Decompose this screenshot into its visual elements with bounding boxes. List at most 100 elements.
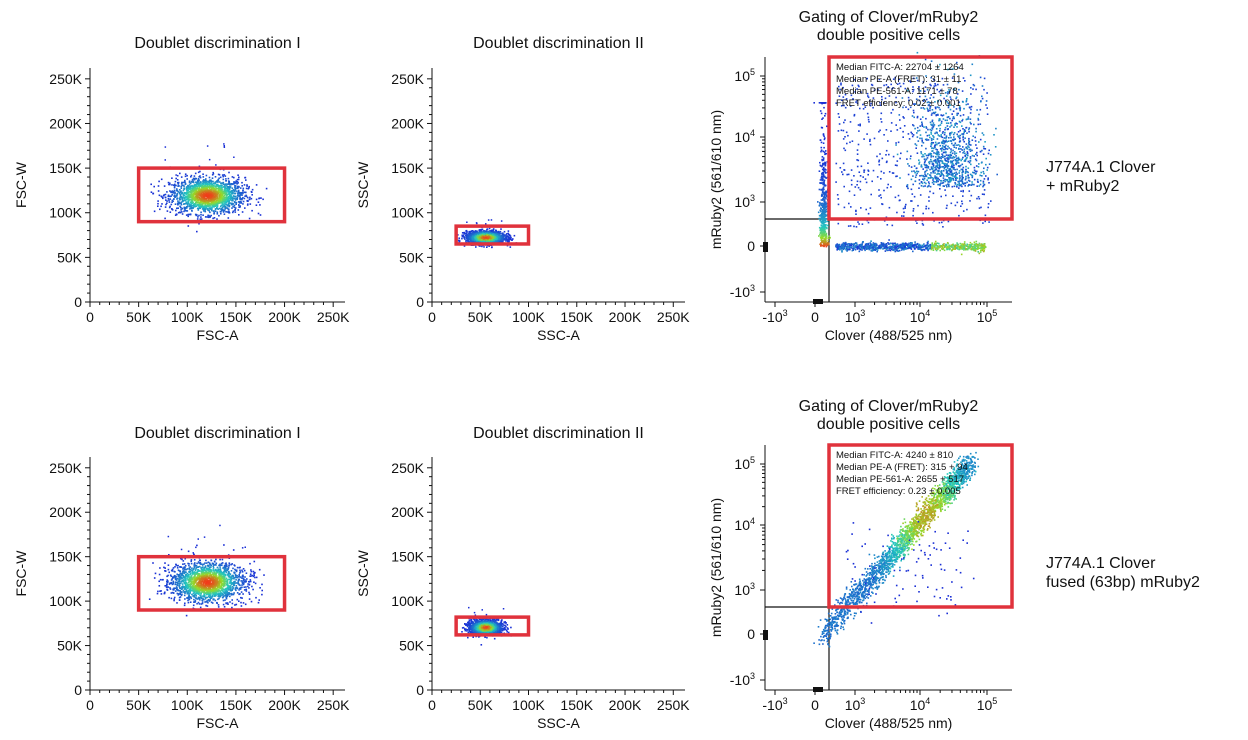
event-point [483, 239, 486, 242]
event-point [228, 190, 230, 193]
event-point [490, 230, 493, 232]
event-point [188, 189, 190, 191]
event-point [924, 246, 927, 248]
event-point [819, 164, 822, 167]
event-point [174, 203, 177, 205]
event-point [224, 196, 227, 199]
event-point [496, 237, 499, 240]
event-point [153, 185, 155, 188]
event-point [196, 214, 198, 216]
event-point [957, 245, 960, 248]
event-point [169, 183, 171, 186]
event-point [207, 190, 210, 193]
event-point [163, 185, 166, 187]
event-point [823, 217, 826, 219]
event-point [879, 246, 881, 249]
event-point [233, 190, 236, 193]
event-point [889, 249, 892, 252]
event-point [475, 238, 478, 241]
event-point [223, 193, 226, 195]
event-point [216, 204, 219, 206]
event-point [980, 243, 982, 245]
event-point [244, 207, 246, 209]
event-point [164, 193, 167, 196]
event-point [220, 211, 222, 213]
event-point [181, 199, 184, 201]
event-point [857, 247, 860, 250]
event-point [170, 191, 172, 193]
event-point [213, 212, 215, 214]
event-point [188, 181, 191, 184]
event-point [180, 203, 183, 206]
event-point [823, 106, 825, 109]
event-point [176, 174, 179, 177]
event-point [235, 197, 238, 200]
event-point [824, 153, 827, 155]
event-point [934, 247, 936, 249]
event-point [207, 197, 210, 200]
event-point [199, 205, 202, 208]
event-point [822, 173, 825, 175]
event-point [201, 191, 204, 194]
event-point [508, 234, 511, 236]
event-point [876, 250, 878, 253]
event-point [926, 243, 929, 246]
event-point [208, 196, 210, 198]
event-point [187, 187, 190, 189]
event-point [822, 158, 825, 161]
event-point [217, 208, 219, 210]
y-tick-label: 250K [391, 71, 424, 87]
event-point [923, 243, 925, 245]
event-point [223, 174, 226, 176]
event-point [229, 194, 231, 197]
event-point [821, 228, 824, 230]
event-point [230, 193, 233, 195]
event-point [207, 208, 209, 210]
event-point [466, 235, 469, 238]
event-point [182, 200, 184, 203]
event-point [186, 188, 188, 191]
event-point [246, 204, 249, 206]
event-point [971, 243, 973, 245]
event-point [223, 205, 226, 208]
event-point [856, 243, 858, 246]
event-point [249, 196, 251, 199]
event-point [825, 214, 827, 216]
event-point [233, 182, 235, 185]
event-point [486, 234, 488, 236]
event-point [208, 204, 210, 206]
event-point [197, 178, 200, 180]
event-point [888, 246, 891, 249]
event-point [821, 178, 823, 181]
event-point [203, 187, 205, 190]
event-point [217, 198, 219, 201]
event-point [160, 195, 163, 198]
event-point [181, 184, 183, 187]
event-point [223, 194, 226, 197]
event-point [819, 217, 822, 220]
event-point [824, 242, 826, 244]
event-point [826, 220, 829, 223]
event-point [489, 234, 492, 237]
event-point [485, 240, 487, 242]
event-point [943, 243, 945, 245]
event-point [226, 185, 228, 187]
event-point [212, 171, 214, 174]
event-point [838, 245, 840, 247]
event-point [509, 246, 512, 248]
event-point [495, 239, 498, 241]
event-point [824, 224, 827, 227]
event-point [198, 193, 200, 196]
event-point [859, 245, 861, 247]
event-point [174, 196, 176, 198]
event-point [186, 202, 189, 205]
event-point [824, 219, 827, 221]
event-point [822, 206, 824, 209]
event-point [231, 207, 233, 209]
event-point [218, 197, 221, 199]
event-point [186, 196, 188, 198]
event-point [237, 182, 239, 184]
event-point [164, 196, 167, 199]
x-tick-label: 50K [126, 309, 152, 325]
event-point [921, 246, 924, 249]
